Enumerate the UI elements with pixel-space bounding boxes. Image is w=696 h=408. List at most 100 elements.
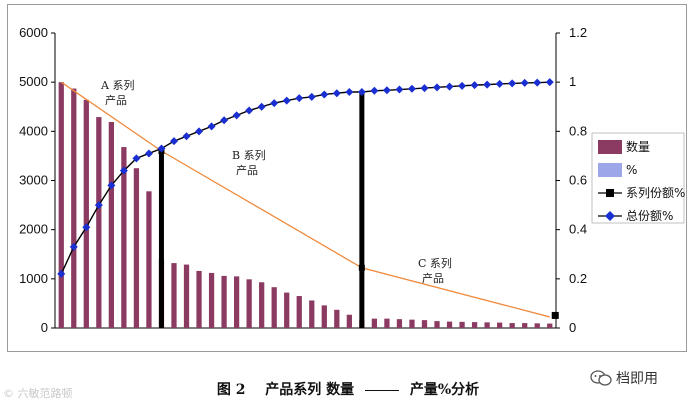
- cumulative-marker: [420, 84, 429, 93]
- cumulative-marker: [245, 106, 254, 115]
- cumulative-marker: [320, 90, 329, 99]
- bar: [58, 82, 64, 329]
- cumulative-marker: [520, 78, 529, 87]
- bar: [133, 168, 140, 328]
- series-annotation: C 系列: [418, 256, 452, 270]
- bar: [221, 275, 227, 328]
- bar: [497, 322, 503, 328]
- bar: [71, 88, 77, 328]
- pareto-chart: 0 1000 2000 3000 4000 5000 6000 0 0.2 0.4 0.6 0.8 1 1…: [19, 25, 685, 335]
- bar: [146, 191, 152, 328]
- cumulative-marker: [69, 242, 78, 251]
- bar: [246, 279, 252, 328]
- bar: [522, 323, 528, 328]
- cumulative-marker: [407, 84, 416, 93]
- legend-marker: [605, 211, 615, 221]
- legend-label: %: [626, 163, 637, 177]
- bar: [83, 99, 89, 328]
- bar: [196, 270, 202, 328]
- bar: [259, 282, 265, 328]
- cumulative-marker: [357, 88, 366, 96]
- cumulative-marker: [483, 80, 492, 89]
- legend-label: 总份额%: [626, 209, 673, 223]
- legend-marker: [606, 189, 614, 197]
- cumulative-marker: [57, 269, 66, 278]
- cumulative-marker: [82, 223, 91, 232]
- cumulative-marker: [307, 92, 316, 101]
- series-annotation: 产品: [105, 93, 127, 107]
- cumulative-marker: [470, 81, 479, 90]
- series-share-marker: [551, 311, 559, 319]
- left-tick-label: 4000: [19, 123, 48, 138]
- right-tick-label: 1.2: [569, 25, 587, 40]
- bar: [371, 318, 378, 328]
- cumulative-marker: [144, 149, 153, 158]
- bar: [509, 323, 515, 328]
- bar: [108, 121, 114, 328]
- bar: [534, 323, 540, 328]
- bar: [121, 147, 127, 328]
- legend-label: 系列份额%: [626, 186, 685, 200]
- cumulative-marker: [195, 127, 204, 136]
- cumulative-marker: [395, 85, 404, 94]
- left-tick-label: 6000: [19, 25, 48, 40]
- series-annotation: A 系列: [100, 78, 134, 92]
- cumulative-marker: [545, 78, 554, 87]
- bar: [409, 319, 415, 328]
- cumulative-marker: [232, 111, 241, 120]
- cumulative-marker: [107, 181, 116, 190]
- chart-frame: 0 1000 2000 3000 4000 5000 6000 0 0.2 0.4 0.6 0.8 1 1…: [7, 4, 687, 352]
- series-share-line: [60, 81, 550, 318]
- bar: [396, 319, 403, 328]
- caption-part1: 产品系列 数量: [265, 382, 355, 398]
- cumulative-marker: [157, 144, 166, 153]
- cumulative-marker: [295, 94, 304, 103]
- bar: [309, 300, 315, 328]
- series-annotation: 产品: [422, 271, 444, 285]
- cumulative-marker: [495, 79, 504, 88]
- legend-swatch: [598, 140, 622, 154]
- bar: [434, 321, 440, 328]
- right-tick-label: 0: [569, 320, 576, 335]
- bar: [384, 318, 390, 328]
- bar: [459, 321, 465, 328]
- right-tick-label: 0.2: [569, 271, 587, 286]
- bar: [421, 320, 428, 328]
- bar: [321, 305, 327, 328]
- bar: [208, 272, 215, 328]
- cumulative-marker: [433, 83, 442, 92]
- bar: [296, 296, 302, 328]
- bar: [233, 276, 240, 328]
- caption-label: 图 2: [216, 382, 246, 398]
- left-tick-label: 2000: [19, 222, 48, 237]
- legend-swatch: [598, 163, 622, 177]
- right-tick-label: 1: [569, 74, 576, 89]
- bar: [334, 309, 340, 328]
- bar: [171, 263, 177, 328]
- cumulative-marker: [270, 99, 279, 108]
- series-share-marker: [358, 264, 365, 271]
- right-tick-label: 0.6: [569, 173, 587, 188]
- bar: [271, 287, 277, 328]
- caption-part2: 产量%分析: [409, 382, 480, 398]
- watermark-left: © 六敏范路顿: [3, 387, 73, 400]
- watermark-right: 档即用: [590, 368, 658, 388]
- cumulative-marker: [119, 166, 128, 175]
- left-tick-label: 1000: [19, 271, 48, 286]
- wechat-icon: [590, 370, 612, 386]
- figure-caption: 图 2 产品系列 数量 产量%分析: [0, 379, 696, 399]
- cumulative-marker: [182, 132, 191, 141]
- cumulative-marker: [94, 201, 103, 210]
- cumulative-marker: [382, 86, 391, 95]
- legend-label: 数量: [626, 139, 650, 154]
- cumulative-marker: [458, 81, 467, 90]
- cumulative-marker: [207, 122, 216, 131]
- watermark-right-text: 档即用: [616, 371, 658, 387]
- right-tick-label: 0.8: [569, 123, 587, 138]
- cumulative-line: [60, 81, 550, 275]
- caption-dash: [364, 389, 399, 391]
- left-tick-label: 3000: [19, 173, 48, 188]
- bar: [183, 264, 190, 328]
- bar: [446, 321, 453, 328]
- cumulative-marker: [445, 82, 454, 91]
